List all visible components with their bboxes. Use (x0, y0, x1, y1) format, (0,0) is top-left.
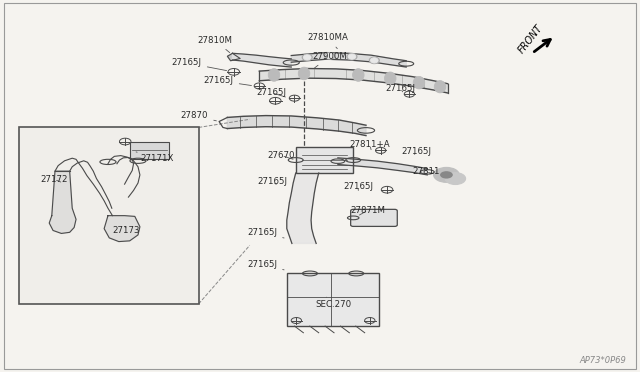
Text: 27810MA: 27810MA (307, 33, 348, 49)
Polygon shape (227, 53, 240, 61)
Circle shape (434, 167, 460, 182)
Text: FRONT: FRONT (516, 23, 545, 55)
Text: 27810M: 27810M (197, 36, 232, 53)
Circle shape (440, 171, 453, 179)
Ellipse shape (385, 72, 396, 85)
Text: 27165J: 27165J (402, 147, 432, 156)
Ellipse shape (347, 53, 357, 60)
FancyBboxPatch shape (287, 273, 380, 326)
Ellipse shape (348, 54, 356, 59)
Text: 27165J: 27165J (257, 177, 287, 186)
Ellipse shape (371, 58, 378, 63)
Ellipse shape (353, 69, 364, 81)
Polygon shape (259, 68, 448, 93)
Text: 27165J: 27165J (256, 88, 286, 97)
Text: 27165J: 27165J (385, 84, 415, 93)
FancyBboxPatch shape (296, 147, 353, 173)
Ellipse shape (324, 52, 335, 59)
Text: AP73*0P69: AP73*0P69 (580, 356, 627, 365)
Ellipse shape (298, 67, 310, 80)
Text: Ⓜ18566-6162A: Ⓜ18566-6162A (25, 145, 81, 154)
Text: 27165J: 27165J (343, 182, 373, 190)
Text: 27871M: 27871M (351, 206, 386, 215)
Polygon shape (227, 116, 366, 136)
Text: SEC.270: SEC.270 (315, 297, 351, 309)
Text: 27811+A: 27811+A (349, 140, 390, 150)
FancyBboxPatch shape (351, 209, 397, 227)
Polygon shape (291, 52, 406, 67)
Text: 27870: 27870 (180, 111, 216, 121)
Text: 27811: 27811 (412, 167, 440, 176)
Text: 27173: 27173 (113, 226, 140, 235)
Text: 27165J: 27165J (247, 260, 284, 270)
Ellipse shape (302, 54, 312, 61)
Polygon shape (338, 158, 428, 175)
Ellipse shape (268, 69, 280, 81)
Text: 27171X: 27171X (136, 152, 173, 163)
Ellipse shape (413, 76, 425, 89)
Polygon shape (49, 171, 76, 234)
Ellipse shape (326, 53, 333, 58)
Text: 27165J: 27165J (172, 58, 227, 71)
Polygon shape (287, 173, 319, 243)
Text: 27670: 27670 (268, 151, 295, 160)
FancyBboxPatch shape (130, 141, 169, 158)
Ellipse shape (369, 57, 380, 64)
Text: 27172: 27172 (40, 175, 68, 184)
Text: (I): (I) (36, 154, 51, 163)
Ellipse shape (303, 55, 311, 60)
Ellipse shape (435, 81, 446, 93)
Text: 27165J: 27165J (204, 76, 252, 86)
FancyBboxPatch shape (19, 128, 198, 304)
Circle shape (445, 173, 466, 185)
Polygon shape (232, 53, 291, 67)
Text: 27165J: 27165J (247, 228, 284, 238)
Text: FOR COLD: FOR COLD (28, 134, 71, 142)
Text: 27900M: 27900M (312, 52, 348, 68)
Polygon shape (104, 216, 140, 241)
